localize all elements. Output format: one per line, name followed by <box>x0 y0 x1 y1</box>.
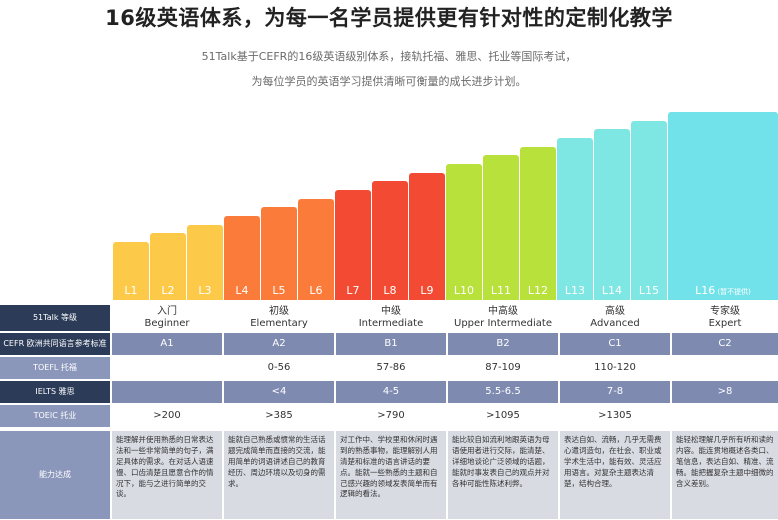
cefr-cell: A1 <box>112 333 222 355</box>
level-cell: 入门 Beginner <box>112 305 222 331</box>
bar-l10: L10 <box>446 164 482 300</box>
page-title: 16级英语体系，为每一名学员提供更有针对性的定制化教学 <box>105 6 673 30</box>
bar-label: L1 <box>124 284 138 297</box>
toeic-cell: >1305 <box>560 405 670 427</box>
ielts-cell: 5.5-6.5 <box>448 381 558 403</box>
level-cell: 初级 Elementary <box>224 305 334 331</box>
bar-label: L9 <box>420 284 434 297</box>
bar-l1: L1 <box>113 242 149 300</box>
level-bar-chart: L1 L2 L3 L4 L5 L6 L7 L8 L9 L10 L11 L12 L13 L14 L15 L16 … <box>0 100 778 300</box>
bar-label: L5 <box>272 284 286 297</box>
ability-cell: 对工作中、学校里和休闲时遇到的熟悉事物，能理解别人用清楚和标准的语言讲话的要点。… <box>336 431 446 519</box>
ability-cell: 表达自如、流畅，几乎无需费心遣词造句，在社会、职业或学术生活中，能有效、灵活应用… <box>560 431 670 519</box>
bar-l6: L6 <box>298 198 334 300</box>
level-en: Beginner <box>144 318 190 329</box>
bar-l3: L3 <box>187 224 223 300</box>
ability-cell: 能就自己熟悉或惯常的生活话题完成简单而直接的交流，能用简单的词语讲述自己的教育经… <box>224 431 334 519</box>
cefr-cell: C2 <box>672 333 778 355</box>
toeic-cell: >790 <box>336 405 446 427</box>
bar-label: L8 <box>383 284 397 297</box>
level-en: Expert <box>708 318 742 329</box>
bar-label: L15 <box>638 284 660 297</box>
bar-l8: L8 <box>372 181 408 300</box>
level-cn: 高级 <box>605 306 625 317</box>
row-header-ielts: IELTS 雅思 <box>0 381 110 403</box>
bar-l15: L15 <box>631 120 667 300</box>
bar-label: L2 <box>161 284 175 297</box>
level-cell: 高级 Advanced <box>560 305 670 331</box>
row-header-toeic: TOEIC 托业 <box>0 405 110 427</box>
level-en: Intermediate <box>358 318 424 329</box>
level-cn: 入门 <box>156 306 177 317</box>
toefl-cell: 0-56 <box>224 357 334 379</box>
bar-label: L6 <box>309 284 323 297</box>
level-en: Upper Intermediate <box>454 318 552 329</box>
level-cn: 中级 <box>381 306 401 317</box>
bar-label: L11 <box>490 284 512 297</box>
bar-label: L4 <box>235 284 249 297</box>
level-cn: 初级 <box>269 306 289 317</box>
level-en: Elementary <box>250 318 308 329</box>
toeic-cell <box>672 405 778 427</box>
level-cell: 专家级 Expert <box>672 305 778 331</box>
row-level: 51Talk 等级 入门 Beginner 初级 Elementary 中级 Interme… <box>0 305 778 331</box>
ability-cell: 能轻松理解几乎所有听和读的内容。能连贯地概述各类口、笔信息，表达自如、精准、流畅… <box>672 431 778 519</box>
bar-l12: L12 <box>520 146 556 300</box>
ability-cell: 能比较自如流利地跟英语为母语使用者进行交际，能清楚、详细地谈论广泛领域的话题，能… <box>448 431 558 519</box>
level-cell: 中级 Intermediate <box>336 305 446 331</box>
bar-l5: L5 <box>261 207 297 300</box>
ielts-cell: 7-8 <box>560 381 670 403</box>
toefl-cell <box>672 357 778 379</box>
bar-label: L16 (暂不提供) <box>695 284 751 297</box>
toefl-cell <box>112 357 222 379</box>
bar-note: (暂不提供) <box>715 288 751 296</box>
row-ability: 能力达成 能理解并使用熟悉的日常表达法和一些非常简单的句子，满足具体的需求。在对话… <box>0 431 778 519</box>
cefr-cell: B1 <box>336 333 446 355</box>
cefr-cell: A2 <box>224 333 334 355</box>
bar-l11: L11 <box>483 155 519 300</box>
bar-l2: L2 <box>150 233 186 300</box>
level-cn: 中高级 <box>487 306 518 317</box>
row-ielts: IELTS 雅思 <4 4-5 5.5-6.5 7-8 >8 <box>0 381 778 403</box>
level-en: Advanced <box>590 318 640 329</box>
toefl-cell: 110-120 <box>560 357 670 379</box>
toeic-cell: >200 <box>112 405 222 427</box>
subtitle-line-1: 51Talk基于CEFR的16级英语级别体系，接轨托福、雅思、托业等国际考试， <box>201 50 577 63</box>
row-toeic: TOEIC 托业 >200 >385 >790 >1095 >1305 <box>0 405 778 427</box>
cefr-cell: B2 <box>448 333 558 355</box>
bar-label: L3 <box>198 284 212 297</box>
ielts-cell: <4 <box>224 381 334 403</box>
ielts-cell: >8 <box>672 381 778 403</box>
row-header-level: 51Talk 等级 <box>0 305 110 331</box>
bar-l4: L4 <box>224 216 260 300</box>
toeic-cell: >1095 <box>448 405 558 427</box>
row-header-cefr: CEFR 欧洲共同语言参考标准 <box>0 333 110 355</box>
bar-label: L14 <box>601 284 623 297</box>
row-header-toefl: TOEFL 托福 <box>0 357 110 379</box>
bar-label: L12 <box>527 284 549 297</box>
bar-l7: L7 <box>335 190 371 300</box>
bar-l13: L13 <box>557 138 593 300</box>
toefl-cell: 57-86 <box>336 357 446 379</box>
toeic-cell: >385 <box>224 405 334 427</box>
row-toefl: TOEFL 托福 0-56 57-86 87-109 110-120 <box>0 357 778 379</box>
ability-cell: 能理解并使用熟悉的日常表达法和一些非常简单的句子，满足具体的需求。在对话人语速慢… <box>112 431 222 519</box>
ielts-cell: 4-5 <box>336 381 446 403</box>
toefl-cell: 87-109 <box>448 357 558 379</box>
bar-label: L13 <box>564 284 586 297</box>
bar-label: L10 <box>453 284 475 297</box>
bar-label: L7 <box>346 284 360 297</box>
bar-l9: L9 <box>409 172 445 300</box>
row-header-ability: 能力达成 <box>0 431 110 519</box>
bar-l14: L14 <box>594 129 630 300</box>
bar-l16: L16 (暂不提供) <box>668 112 778 300</box>
row-cefr: CEFR 欧洲共同语言参考标准 A1 A2 B1 B2 C1 C2 <box>0 333 778 355</box>
subtitle-line-2: 为每位学员的英语学习提供清晰可衡量的成长进步计划。 <box>251 75 527 88</box>
level-cn: 专家级 <box>710 306 740 317</box>
cefr-cell: C1 <box>560 333 670 355</box>
ielts-cell <box>112 381 222 403</box>
level-cell: 中高级 Upper Intermediate <box>448 305 558 331</box>
